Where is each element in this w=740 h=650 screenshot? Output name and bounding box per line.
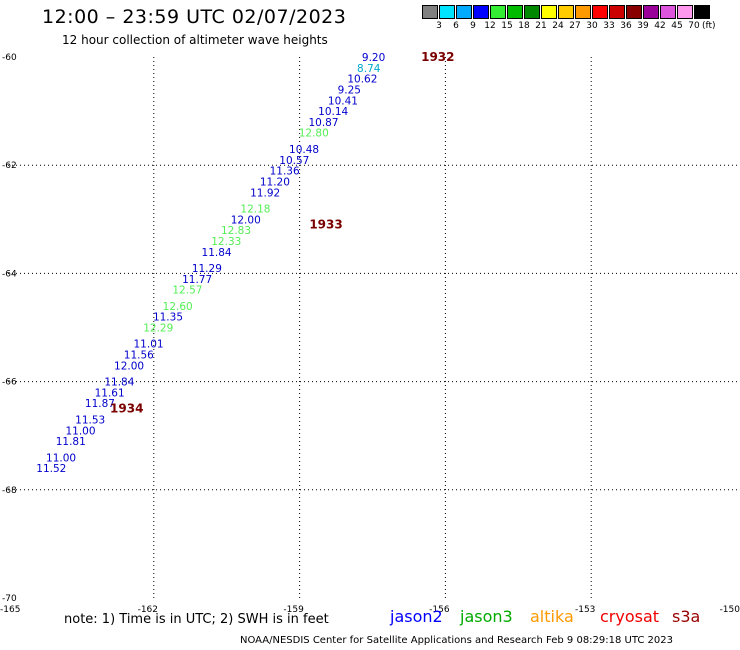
wave-height-reading: 11.20 [260, 176, 290, 188]
colorbar-label: 70 [688, 21, 700, 31]
colorbar-label: 24 [552, 21, 564, 31]
colorbar-label: 12 [484, 21, 496, 31]
wave-height-reading: 11.29 [192, 263, 222, 275]
colorbar-label: 21 [535, 21, 547, 31]
wave-height-reading: 11.77 [182, 274, 212, 286]
wave-height-reading: 9.20 [362, 52, 385, 64]
wave-height-reading: 11.87 [85, 398, 115, 410]
colorbar-label: 6 [453, 21, 459, 31]
latitude-label: -64 [2, 269, 17, 279]
longitude-label: -156 [429, 605, 450, 615]
pass-number-label: 1933 [309, 218, 342, 232]
colorbar-swatch [609, 5, 625, 19]
map-subtitle: 12 hour collection of altimeter wave hei… [62, 33, 328, 47]
wave-height-reading: 12.33 [211, 236, 241, 248]
wave-height-reading: 10.48 [289, 144, 319, 156]
wave-height-reading: 12.57 [172, 285, 202, 297]
colorbar-label: 3 [436, 21, 442, 31]
colorbar-swatch [626, 5, 642, 19]
colorbar-swatch [524, 5, 540, 19]
colorbar-swatch [558, 5, 574, 19]
wave-height-reading: 11.00 [46, 452, 76, 464]
latitude-labels: -60 -62 -64 -66 -68 -70 [2, 53, 17, 604]
colorbar-swatch [677, 5, 693, 19]
map-title: 12:00 – 23:59 UTC 02/07/2023 [42, 6, 347, 28]
wave-height-reading: 12.60 [163, 301, 193, 313]
wave-height-reading: 11.53 [75, 414, 105, 426]
wave-height-reading: 9.25 [338, 84, 361, 96]
wave-height-reading: 11.61 [95, 387, 125, 399]
colorbar-label: 15 [501, 21, 513, 31]
wave-height-reading: 11.01 [134, 339, 164, 351]
latitude-label: -66 [2, 378, 17, 388]
wave-height-reading: 10.41 [328, 95, 358, 107]
colorbar-swatch [575, 5, 591, 19]
wave-height-reading: 12.00 [114, 360, 144, 372]
wave-height-reading: 11.00 [65, 425, 95, 437]
colorbar-swatch [592, 5, 608, 19]
latitude-label: -62 [2, 161, 17, 171]
latitude-label: -60 [2, 53, 17, 63]
colorbar-label: 42 [654, 21, 666, 31]
longitude-label: -159 [283, 605, 304, 615]
units-note: note: 1) Time is in UTC; 2) SWH is in fe… [64, 612, 329, 627]
colorbar-label: 9 [470, 21, 476, 31]
wave-height-reading: 11.35 [153, 312, 183, 324]
map-grid [8, 57, 737, 598]
colorbar-swatch [422, 5, 438, 19]
satellite-legend-jason2: jason2 [390, 607, 443, 626]
colorbar-label: 30 [586, 21, 598, 31]
wave-height-reading: 12.29 [143, 323, 173, 335]
wave-height-reading: 8.74 [357, 63, 381, 75]
colorbar-unit: (ft) [702, 21, 716, 31]
longitude-label: -153 [575, 605, 595, 615]
colorbar-label: 39 [637, 21, 649, 31]
wave-height-reading: 12.80 [299, 128, 329, 140]
colorbar-swatch [541, 5, 557, 19]
wave-height-reading: 10.57 [279, 155, 309, 167]
colorbar-label: 18 [518, 21, 530, 31]
wave-height-reading: 11.81 [56, 436, 86, 448]
pass-number-label: 1932 [421, 50, 454, 64]
satellite-legend-cryosat: cryosat [600, 607, 660, 626]
pass-number-label: 1934 [110, 402, 143, 416]
wave-height-reading: 11.52 [36, 463, 66, 475]
colorbar-label: 36 [620, 21, 632, 31]
colorbar-swatch [660, 5, 676, 19]
colorbar-swatch [439, 5, 455, 19]
wave-height-reading: 11.84 [104, 377, 134, 389]
colorbar-swatch [456, 5, 472, 19]
wave-height-reading: 10.62 [347, 74, 377, 86]
wave-height-reading: 12.18 [240, 203, 270, 215]
longitude-label: -162 [138, 605, 158, 615]
colorbar-label: 33 [603, 21, 615, 31]
wave-height-reading: 12.83 [221, 225, 251, 237]
satellite-legend-s3a: s3a [672, 607, 701, 626]
latitude-label: -68 [2, 486, 17, 496]
colorbar-swatch [490, 5, 506, 19]
longitude-labels: -165 -162 -159 -156 -153 -150 [0, 605, 740, 615]
colorbar-swatch [473, 5, 489, 19]
wave-height-reading: 11.56 [124, 350, 154, 362]
wave-height-reading: 11.84 [202, 247, 232, 259]
longitude-label: -150 [720, 605, 740, 615]
wave-height-reading: 12.00 [231, 214, 261, 226]
credit-footer: NOAA/NESDIS Center for Satellite Applica… [240, 635, 673, 646]
satellite-legend-jason3: jason3 [460, 607, 513, 626]
wave-height-reading: 10.14 [318, 106, 348, 118]
colorbar-label: 45 [671, 21, 683, 31]
colorbar-label: 27 [569, 21, 581, 31]
colorbar-swatch [507, 5, 523, 19]
colorbar-swatch [694, 5, 710, 19]
wave-height-reading: 11.36 [270, 166, 300, 178]
wave-height-reading: 10.87 [308, 117, 338, 129]
longitude-label: -165 [0, 605, 20, 615]
wave-height-reading: 11.92 [250, 187, 280, 199]
satellite-legend-altika: altika [530, 607, 574, 626]
colorbar-swatch [643, 5, 659, 19]
pass-labels: 1932 1933 1934 [110, 50, 454, 416]
latitude-label: -70 [2, 594, 17, 604]
